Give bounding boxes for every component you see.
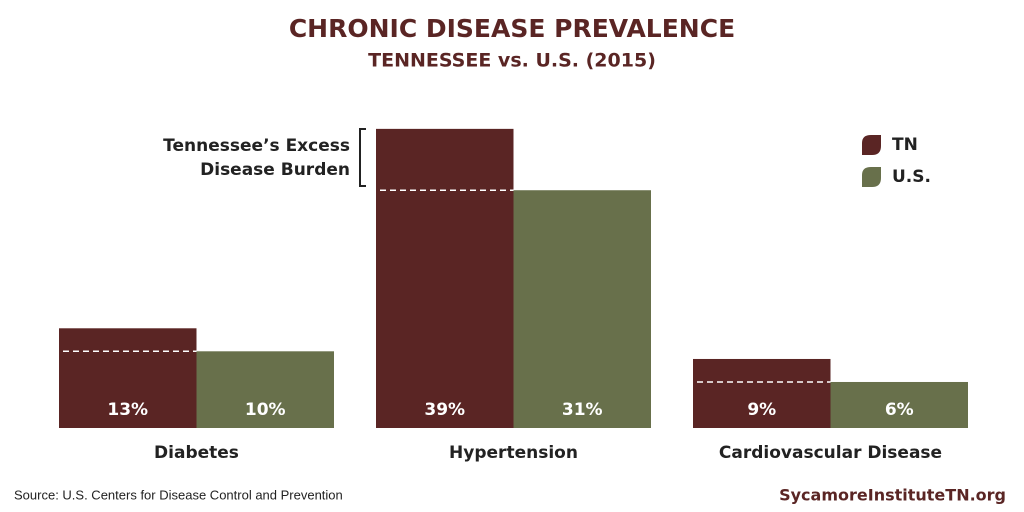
bar: [693, 358, 831, 428]
x-tick-label: Hypertension: [449, 443, 578, 463]
legend-label: U.S.: [892, 167, 931, 187]
data-label: 31%: [562, 400, 603, 420]
data-label: 10%: [245, 400, 286, 420]
data-label: 39%: [424, 400, 465, 420]
legend-label: TN: [892, 135, 918, 155]
annotation: Disease Burden: [200, 160, 350, 180]
bar: [59, 328, 197, 428]
bracket: [359, 128, 366, 187]
chart-title: CHRONIC DISEASE PREVALENCE: [289, 14, 735, 43]
x-tick-label: Cardiovascular Disease: [719, 443, 942, 463]
website: SycamoreInstituteTN.org: [779, 486, 1006, 505]
bar: [376, 128, 514, 428]
data-label: 9%: [747, 400, 776, 420]
data-label: 13%: [107, 400, 148, 420]
bar: [830, 381, 968, 428]
legend-swatch: [862, 135, 881, 155]
annotation: Tennessee’s Excess: [163, 136, 350, 156]
legend-swatch: [862, 167, 881, 187]
chart-subtitle: TENNESSEE vs. U.S. (2015): [368, 50, 656, 72]
data-label: 6%: [885, 400, 914, 420]
bar: [196, 351, 334, 428]
x-tick-label: Diabetes: [154, 443, 239, 463]
source: Source: U.S. Centers for Disease Control…: [14, 487, 343, 502]
bar: [513, 190, 651, 428]
